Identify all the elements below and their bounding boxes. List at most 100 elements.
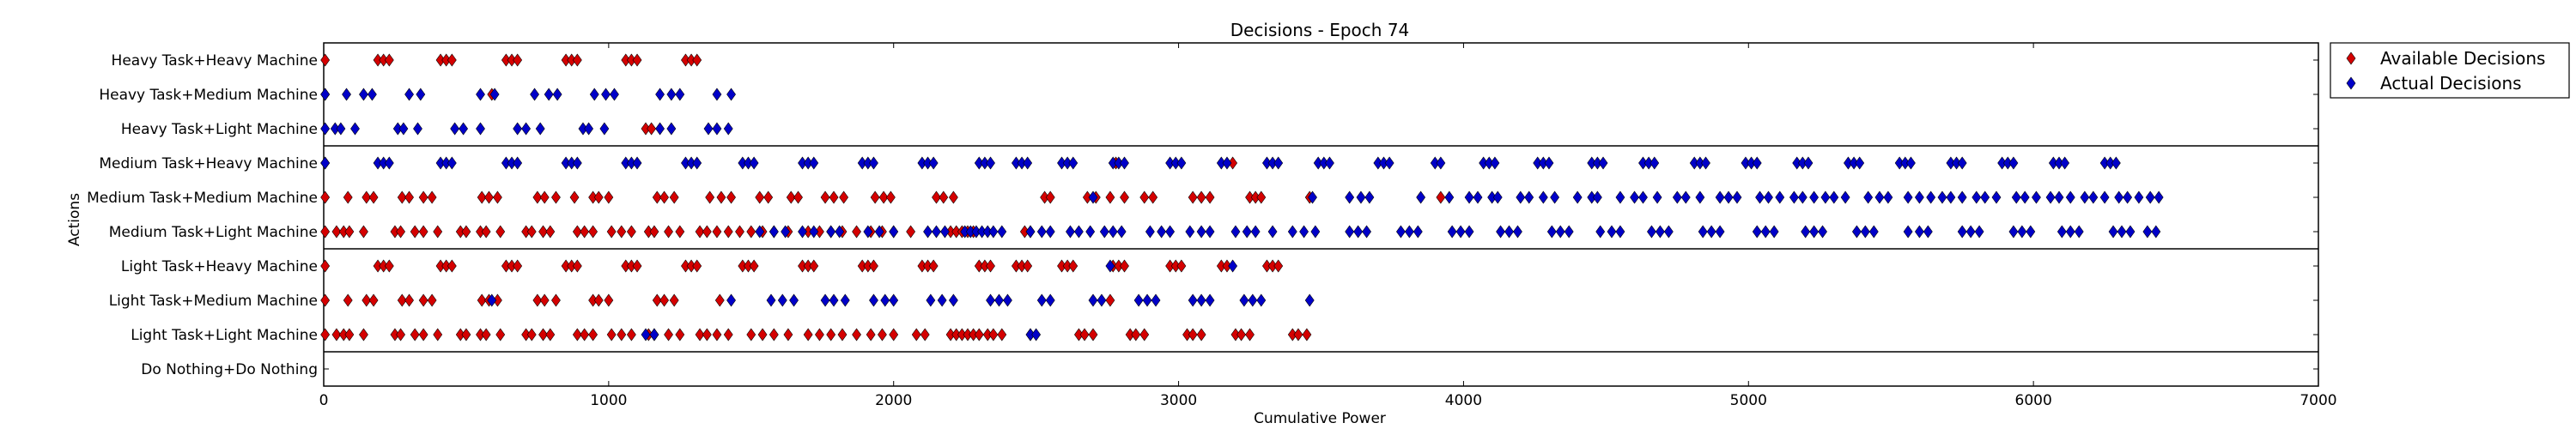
x-tick-label: 1000	[590, 392, 627, 409]
actual-decision-marker	[1818, 225, 1827, 239]
available-decision-marker	[1188, 190, 1198, 204]
available-decision-marker	[878, 328, 887, 341]
actual-decision-marker	[809, 225, 819, 239]
y-tick-labels: Heavy Task+Heavy Machine Heavy Task+Mediu…	[87, 52, 2318, 378]
actual-decision-marker	[1250, 225, 1261, 239]
available-decision-marker	[572, 225, 582, 239]
available-decision-marker	[320, 225, 331, 239]
actual-decision-marker	[749, 156, 759, 170]
available-decision-marker	[538, 328, 548, 341]
actual-decision-marker	[1097, 293, 1107, 307]
actual-decision-marker	[1829, 190, 1839, 204]
available-decision-marker	[1068, 259, 1078, 273]
actual-decision-marker	[1145, 225, 1155, 239]
available-decision-marker	[1105, 293, 1115, 307]
legend-marker	[2346, 76, 2356, 90]
actual-decision-marker	[404, 88, 414, 101]
actual-decision-marker	[712, 122, 722, 136]
actual-decision-marker	[2032, 190, 2041, 204]
actual-decision-marker	[1464, 225, 1474, 239]
x-tick-label: 5000	[1730, 392, 1767, 409]
actual-decision-marker	[1874, 190, 1885, 204]
actual-decision-marker	[1066, 225, 1075, 239]
actual-decision-marker	[2125, 225, 2136, 239]
actual-decision-marker	[777, 293, 787, 307]
actual-decision-marker	[1273, 156, 1284, 170]
actual-decision-marker	[1820, 190, 1831, 204]
actual-decision-marker	[1242, 225, 1252, 239]
actual-decision-marker	[923, 225, 933, 239]
actual-decision-marker	[1074, 225, 1084, 239]
available-decision-marker	[702, 225, 712, 239]
available-decision-marker	[746, 328, 756, 341]
available-decision-marker	[820, 190, 830, 204]
available-decision-marker	[911, 328, 921, 341]
actual-decision-marker	[874, 225, 884, 239]
actual-decision-marker	[781, 225, 791, 239]
actual-decision-marker	[1957, 225, 1967, 239]
actual-decision-marker	[398, 122, 409, 136]
actual-decision-marker	[1607, 225, 1617, 239]
available-decision-marker	[1236, 328, 1246, 341]
actual-decision-marker	[789, 293, 799, 307]
actual-decision-marker	[712, 88, 722, 101]
actual-decision-marker	[1308, 190, 1317, 204]
actual-decision-marker	[1524, 190, 1534, 204]
actual-decision-marker	[2054, 190, 2064, 204]
y-tick-label: Heavy Task+Medium Machine	[99, 87, 318, 104]
actual-decision-marker	[1185, 225, 1195, 239]
available-decision-marker	[569, 190, 580, 204]
actual-decision-marker	[869, 156, 878, 170]
actual-decision-marker	[1564, 225, 1574, 239]
actual-decision-marker	[552, 88, 562, 101]
actual-decision-marker	[880, 293, 890, 307]
actual-decision-marker	[368, 88, 377, 101]
actual-decision-marker	[1698, 225, 1708, 239]
actual-decision-marker	[1706, 225, 1716, 239]
available-decision-marker	[593, 190, 604, 204]
available-decision-marker	[675, 225, 685, 239]
actual-decision-marker	[601, 88, 611, 101]
actual-decision-marker	[940, 225, 950, 239]
y-tick-label: Heavy Task+Heavy Machine	[112, 52, 318, 69]
actual-decision-marker	[1085, 225, 1096, 239]
actual-decision-marker	[809, 156, 819, 170]
actual-decision-marker	[350, 122, 360, 136]
available-decision-marker	[617, 328, 627, 341]
actual-decision-marker	[863, 225, 873, 239]
actual-decision-marker	[2008, 156, 2019, 170]
available-decision-marker	[538, 225, 548, 239]
available-decision-marker	[396, 225, 406, 239]
available-decision-marker	[551, 293, 561, 307]
available-decision-marker	[986, 259, 995, 273]
actual-decision-marker	[1205, 225, 1215, 239]
available-decision-marker	[1196, 328, 1206, 341]
available-decision-marker	[988, 328, 999, 341]
available-decision-marker	[593, 293, 604, 307]
actual-decision-marker	[1789, 190, 1799, 204]
available-decision-marker	[1436, 190, 1446, 204]
available-decision-marker	[418, 328, 428, 341]
actual-decision-marker	[1715, 225, 1725, 239]
actual-decision-marker	[1672, 190, 1682, 204]
available-decision-marker	[532, 190, 543, 204]
actual-decision-marker	[703, 122, 714, 136]
actual-decision-marker	[655, 122, 665, 136]
actual-decision-marker	[1923, 225, 1933, 239]
actual-decision-marker	[1809, 190, 1820, 204]
available-decision-marker	[829, 190, 839, 204]
available-decision-marker	[786, 190, 796, 204]
available-decision-marker	[1023, 259, 1033, 273]
actual-decision-marker	[926, 293, 936, 307]
actual-decision-marker	[1188, 293, 1198, 307]
actual-decision-marker	[1550, 190, 1560, 204]
actual-decision-marker	[447, 156, 457, 170]
available-decision-marker	[735, 225, 744, 239]
available-decision-marker	[526, 225, 537, 239]
x-tick-label: 3000	[1160, 392, 1197, 409]
actual-decision-marker	[2134, 190, 2144, 204]
actual-decision-marker	[826, 225, 836, 239]
available-decision-marker	[906, 225, 916, 239]
available-decision-marker	[1105, 190, 1115, 204]
